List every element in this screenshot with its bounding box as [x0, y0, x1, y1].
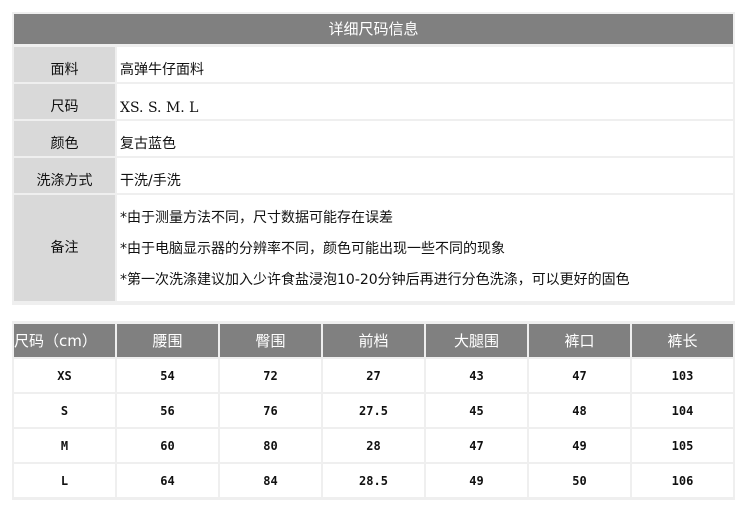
table-cell: 56 — [117, 394, 218, 427]
table-cell: 80 — [220, 429, 321, 462]
table-cell: 47 — [426, 429, 527, 462]
table-cell: 50 — [529, 464, 630, 497]
info-row-color: 颜色 复古蓝色 — [14, 121, 733, 156]
table-cell: 49 — [529, 429, 630, 462]
table-row: S 56 76 27.5 45 48 104 — [14, 394, 733, 427]
notes-list: *由于测量方法不同，尺寸数据可能存在误差 *由于电脑显示器的分辨率不同，颜色可能… — [117, 195, 733, 301]
table-cell: 60 — [117, 429, 218, 462]
table-cell: S — [14, 394, 115, 427]
table-cell: 47 — [529, 359, 630, 392]
column-header: 臀围 — [220, 324, 321, 357]
note-item: *第一次洗涤建议加入少许食盐浸泡10-20分钟后再进行分色洗涤，可以更好的固色 — [120, 272, 630, 289]
table-cell: 49 — [426, 464, 527, 497]
size-info-table: 详细尺码信息 面料 高弹牛仔面料 尺码 XS. S. M. L 颜色 复古蓝色 洗涤方… — [12, 12, 735, 305]
note-item: *由于电脑显示器的分辨率不同，颜色可能出现一些不同的现象 — [120, 240, 505, 257]
table-row: M 60 80 28 47 49 105 — [14, 429, 733, 462]
table-cell: 27.5 — [323, 394, 424, 427]
table-cell: 72 — [220, 359, 321, 392]
table-cell: 106 — [632, 464, 733, 497]
column-header: 裤长 — [632, 324, 733, 357]
size-chart-table: 尺码（cm） 腰围 臀围 前档 大腿围 裤口 裤长 XS 54 72 27 43 47 10… — [12, 321, 735, 500]
column-header: 大腿围 — [426, 324, 527, 357]
row-label: 尺码 — [14, 84, 115, 119]
header-row: 尺码（cm） 腰围 臀围 前档 大腿围 裤口 裤长 — [14, 324, 733, 357]
table-cell: L — [14, 464, 115, 497]
table-cell: 64 — [117, 464, 218, 497]
row-value: 高弹牛仔面料 — [117, 47, 733, 82]
row-value: 复古蓝色 — [117, 121, 733, 156]
table-cell: 48 — [529, 394, 630, 427]
table-cell: 103 — [632, 359, 733, 392]
row-label: 面料 — [14, 47, 115, 82]
row-label: 洗涤方式 — [14, 158, 115, 193]
info-row-notes: 备注 *由于测量方法不同，尺寸数据可能存在误差 *由于电脑显示器的分辨率不同，颜… — [14, 195, 733, 301]
table-cell: 27 — [323, 359, 424, 392]
table-row: XS 54 72 27 43 47 103 — [14, 359, 733, 392]
table-cell: 28.5 — [323, 464, 424, 497]
info-row-wash: 洗涤方式 干洗/手洗 — [14, 158, 733, 193]
row-value: XS. S. M. L — [117, 84, 733, 119]
table-row: L 64 84 28.5 49 50 106 — [14, 464, 733, 497]
table-cell: 105 — [632, 429, 733, 462]
table-cell: 28 — [323, 429, 424, 462]
row-label: 备注 — [14, 195, 115, 301]
table-title: 详细尺码信息 — [14, 14, 733, 44]
row-value: 干洗/手洗 — [117, 158, 733, 193]
info-row-fabric: 面料 高弹牛仔面料 — [14, 47, 733, 82]
column-header: 腰围 — [117, 324, 218, 357]
row-label: 颜色 — [14, 121, 115, 156]
table-cell: 45 — [426, 394, 527, 427]
table-cell: XS — [14, 359, 115, 392]
table-cell: 104 — [632, 394, 733, 427]
table-cell: 43 — [426, 359, 527, 392]
table-cell: 54 — [117, 359, 218, 392]
table-cell: 76 — [220, 394, 321, 427]
table-cell: M — [14, 429, 115, 462]
column-header: 尺码（cm） — [14, 324, 115, 357]
note-item: *由于测量方法不同，尺寸数据可能存在误差 — [120, 209, 393, 226]
column-header: 裤口 — [529, 324, 630, 357]
table-cell: 84 — [220, 464, 321, 497]
column-header: 前档 — [323, 324, 424, 357]
info-row-size: 尺码 XS. S. M. L — [14, 84, 733, 119]
